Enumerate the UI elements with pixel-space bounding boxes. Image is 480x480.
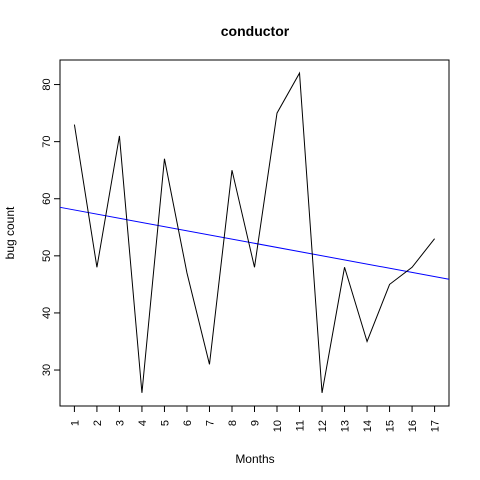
x-tick-label: 8 [227,420,239,426]
x-tick-label: 7 [204,420,216,426]
y-tick-label: 40 [41,307,53,319]
x-tick-label: 17 [430,420,442,432]
trend-line [59,206,450,280]
series-line [73,71,435,393]
x-axis: 1 2 3 4 5 6 7 8 9 10 11 12 13 14 15 16 17 [69,406,442,432]
x-tick-label: 3 [114,420,126,426]
x-tick-label: 10 [272,420,284,432]
x-tick-label: 12 [317,420,329,432]
y-tick-label: 60 [41,193,53,205]
x-tick-label: 14 [362,420,374,432]
x-tick-label: 13 [340,420,352,432]
x-tick-label: 4 [137,420,149,426]
x-tick-label: 9 [250,420,262,426]
y-tick-label: 30 [41,364,53,376]
x-tick-label: 16 [407,420,419,432]
plot-area [59,71,450,393]
y-tick-label: 80 [41,78,53,90]
x-tick-label: 6 [182,420,194,426]
y-axis: 30 40 50 60 70 80 [41,78,60,376]
x-axis-label: Months [235,452,274,466]
x-tick-label: 11 [295,420,307,431]
x-tick-label: 1 [69,420,81,426]
x-tick-label: 15 [385,420,397,432]
x-tick-label: 2 [92,420,104,426]
y-tick-label: 70 [41,136,53,148]
chart-title: conductor [221,23,290,39]
y-tick-label: 50 [41,250,53,262]
x-tick-label: 5 [159,420,171,426]
y-axis-label: bug count [3,206,17,259]
